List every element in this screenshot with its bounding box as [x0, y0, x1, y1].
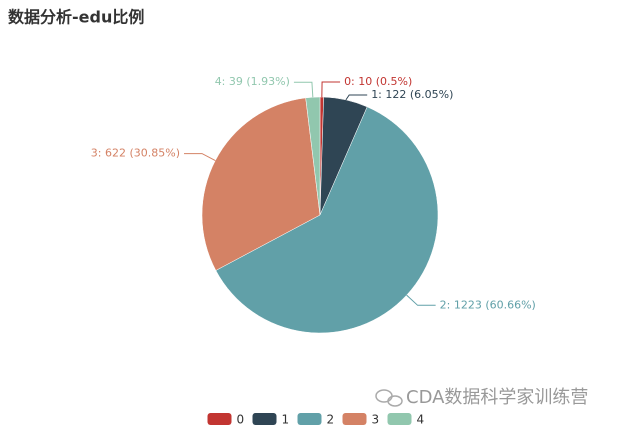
leader-line — [184, 153, 216, 161]
legend-swatch — [387, 413, 412, 425]
data-label: 4: 39 (1.93%) — [215, 75, 290, 88]
chart-title: 数据分析-edu比例 — [8, 8, 144, 27]
legend-label: 3 — [372, 413, 380, 427]
leader-line — [293, 81, 314, 98]
legend-swatch — [297, 413, 322, 425]
data-label: 1: 122 (6.05%) — [371, 88, 453, 101]
legend-label: 2 — [327, 413, 335, 427]
watermark-icon — [375, 389, 403, 407]
legend-label: 0 — [237, 413, 245, 427]
leader-line — [321, 81, 341, 98]
data-label: 0: 10 (0.5%) — [344, 75, 412, 88]
data-label: 3: 622 (30.85%) — [91, 147, 180, 160]
leader-line — [406, 294, 436, 306]
watermark: CDA数据科学家训练营 — [406, 387, 588, 408]
legend-swatch — [207, 413, 232, 425]
legend-label: 4 — [417, 413, 425, 427]
legend-swatch — [342, 413, 367, 425]
legend-label: 1 — [282, 413, 290, 427]
leader-line — [345, 94, 368, 101]
legend-swatch — [252, 413, 277, 425]
data-label: 2: 1223 (60.66%) — [440, 298, 536, 311]
